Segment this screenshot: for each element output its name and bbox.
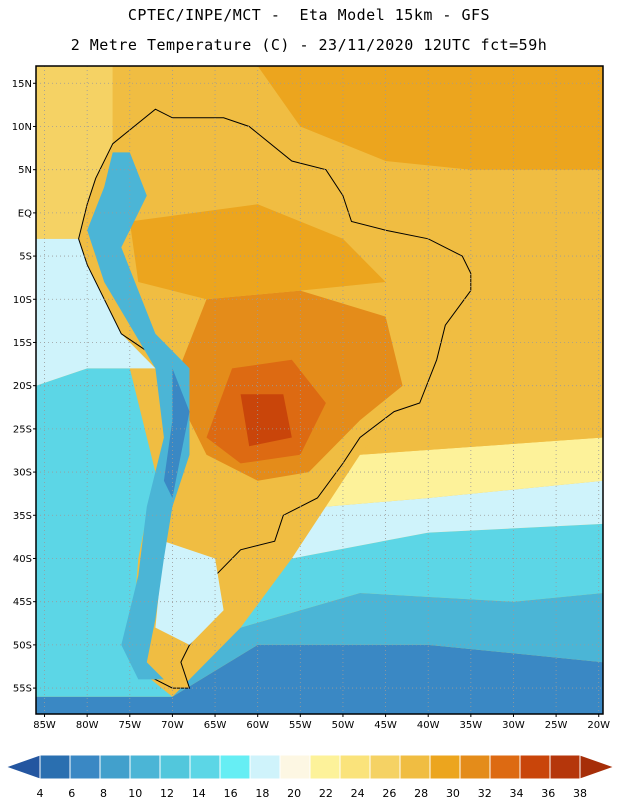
lat-tick-label: EQ [18, 208, 32, 219]
lat-tick-label: 50S [13, 640, 32, 651]
temperature-region-pacific-warm-north [36, 238, 156, 386]
colorbar-swatch [69, 754, 101, 780]
colorbar-level-label: 22 [319, 787, 333, 800]
colorbar-swatch [189, 754, 221, 780]
colorbar-level-label: 34 [509, 787, 523, 800]
colorbar-swatch [129, 754, 161, 780]
colorbar-swatch [549, 754, 581, 780]
colorbar-swatch [399, 754, 431, 780]
temperature-region-andes-coldest [163, 368, 190, 498]
colorbar-swatch [339, 754, 371, 780]
colorbar-level-label: 10 [128, 787, 142, 800]
colorbar-level-label: 4 [37, 787, 44, 800]
colorbar-level-label: 12 [160, 787, 174, 800]
lon-tick-label: 25W [545, 720, 568, 731]
temperature-region-amazon-warm [129, 204, 386, 300]
lon-tick-label: 80W [76, 720, 99, 731]
lat-tick-label: 5S [19, 252, 32, 263]
colorbar-level-label: 16 [224, 787, 238, 800]
lat-tick-label: 20S [13, 381, 32, 392]
colorbar-low-arrow [4, 754, 41, 780]
colorbar-swatch [39, 754, 71, 780]
lat-tick-label: 25S [13, 424, 32, 435]
temperature-region-mid-atlantic [36, 368, 173, 697]
lon-tick-label: 35W [460, 720, 483, 731]
colorbar-swatch [99, 754, 131, 780]
colorbar-swatch [219, 754, 251, 780]
temperature-region-atlantic-band-14 [240, 523, 603, 628]
colorbar-level-label: 30 [446, 787, 460, 800]
temperature-region-atlantic-band-18 [291, 480, 603, 559]
lat-tick-label: 45S [13, 597, 32, 608]
lon-tick-label: 55W [289, 720, 312, 731]
lat-tick-label: 10N [12, 122, 32, 133]
colorbar-level-label: 18 [255, 787, 269, 800]
colorbar-swatch [159, 754, 191, 780]
colorbar-level-label: 20 [287, 787, 301, 800]
lon-tick-label: 65W [204, 720, 227, 731]
temperature-region-chaco-hottest [240, 394, 292, 447]
colorbar-level-label: 38 [573, 787, 587, 800]
lon-tick-label: 75W [118, 720, 141, 731]
lat-tick-label: 15S [13, 338, 32, 349]
colorbar-high-arrow [579, 754, 616, 780]
lon-tick-label: 60W [246, 720, 269, 731]
colorbar-swatch [519, 754, 551, 780]
lat-tick-label: 5N [18, 165, 32, 176]
lon-tick-label: 20W [587, 720, 610, 731]
colorbar-level-label: 14 [192, 787, 206, 800]
lat-tick-label: 35S [13, 511, 32, 522]
colorbar-swatch [279, 754, 311, 780]
colorbar-swatch [489, 754, 521, 780]
colorbar-swatch [429, 754, 461, 780]
colorbar-level-label: 24 [351, 787, 365, 800]
lon-tick-label: 70W [161, 720, 184, 731]
figure-title-line2: 2 Metre Temperature (C) - 23/11/2020 12U… [70, 36, 548, 54]
lat-tick-label: 15N [12, 79, 32, 90]
lat-tick-label: 55S [13, 684, 32, 695]
lon-tick-label: 30W [502, 720, 525, 731]
figure-title-line1: CPTEC/INPE/MCT - Eta Model 15km - GFS [127, 6, 491, 24]
lat-tick-label: 40S [13, 554, 32, 565]
lat-tick-label: 30S [13, 468, 32, 479]
temperature-region-south-atlantic-cold [36, 644, 603, 714]
temperature-region-andes-cold [87, 152, 190, 680]
lon-tick-label: 40W [417, 720, 440, 731]
temperature-region-tropical-atlantic-hot [257, 66, 603, 170]
colorbar-level-label: 8 [100, 787, 107, 800]
colorbar-swatch [309, 754, 341, 780]
colorbar-swatch [369, 754, 401, 780]
lon-tick-label: 85W [33, 720, 56, 731]
lat-tick-label: 10S [13, 295, 32, 306]
map-frame [35, 65, 604, 715]
colorbar-swatch [459, 754, 491, 780]
lon-tick-label: 50W [332, 720, 355, 731]
colorbar-level-label: 26 [382, 787, 396, 800]
temperature-region-pacific-tropical [36, 66, 113, 239]
temperature-region-south-atlantic-cool [36, 593, 603, 697]
colorbar-swatch [249, 754, 281, 780]
lon-tick-label: 45W [374, 720, 397, 731]
colorbar-level-label: 36 [541, 787, 555, 800]
colorbar-level-label: 32 [478, 787, 492, 800]
colorbar-level-label: 6 [68, 787, 75, 800]
colorbar-level-label: 28 [414, 787, 428, 800]
